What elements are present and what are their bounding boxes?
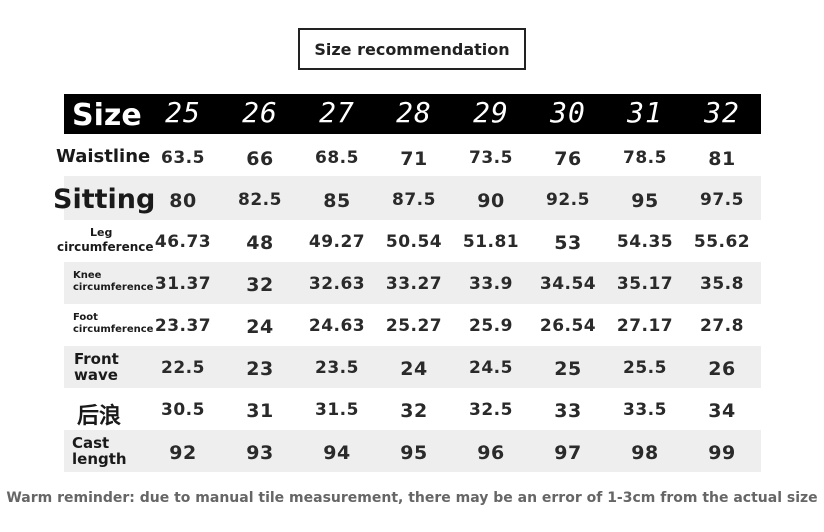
table-cell: 46.73: [154, 232, 212, 252]
table-cell: 80: [169, 190, 197, 212]
table-cell: 25.9: [469, 316, 513, 336]
table-cell: 33.9: [469, 274, 513, 294]
table-cell: 97: [554, 442, 582, 464]
table-cell: 23.37: [154, 316, 212, 336]
warm-reminder: Warm reminder: due to manual tile measur…: [6, 490, 818, 506]
row-label-back-wave: 后浪: [77, 403, 122, 429]
table-cell: 95: [400, 442, 428, 464]
table-cell: 30.5: [161, 400, 205, 420]
table-cell: 50.54: [385, 232, 443, 252]
size-26: 26: [242, 96, 278, 129]
table-cell: 35.8: [700, 274, 744, 294]
size-31: 31: [627, 96, 663, 129]
table-cell: 26.54: [539, 316, 597, 336]
table-cell: 68.5: [315, 148, 359, 168]
table-cell: 87.5: [392, 190, 436, 210]
table-cell: 33.5: [623, 400, 667, 420]
table-cell: 95: [631, 190, 659, 212]
table-cell: 49.27: [308, 232, 366, 252]
row-label-sitting: Sitting: [53, 184, 156, 215]
table-cell: 27.8: [700, 316, 744, 336]
row-bg-cast-length: [64, 430, 761, 472]
size-25: 25: [165, 96, 201, 129]
row-label-front-line2: wave: [74, 366, 118, 384]
size-29: 29: [473, 96, 509, 129]
table-cell: 32: [400, 400, 428, 422]
size-32: 32: [704, 96, 740, 129]
size-header-bar: [64, 94, 761, 134]
table-cell: 33: [554, 400, 582, 422]
size-header-label: Size: [72, 98, 142, 133]
table-cell: 34.54: [539, 274, 597, 294]
table-cell: 22.5: [161, 358, 205, 378]
table-cell: 66: [246, 148, 274, 170]
table-cell: 92.5: [546, 190, 590, 210]
table-cell: 32.63: [308, 274, 366, 294]
table-cell: 25: [554, 358, 582, 380]
table-cell: 71: [400, 148, 428, 170]
table-cell: 63.5: [161, 148, 205, 168]
table-cell: 90: [477, 190, 505, 212]
table-cell: 25.5: [623, 358, 667, 378]
table-cell: 31.37: [154, 274, 212, 294]
table-cell: 93: [246, 442, 274, 464]
row-bg-front-wave: [64, 346, 761, 388]
table-cell: 23.5: [315, 358, 359, 378]
size-27: 27: [319, 96, 355, 129]
row-label-waistline: Waistline: [56, 146, 151, 167]
table-cell: 33.27: [385, 274, 443, 294]
row-label-foot-line1: Foot: [73, 312, 98, 323]
row-label-leg-line2: circumference: [57, 240, 154, 254]
table-cell: 76: [554, 148, 582, 170]
table-cell: 23: [246, 358, 274, 380]
table-cell: 26: [708, 358, 736, 380]
table-cell: 94: [323, 442, 351, 464]
table-cell: 98: [631, 442, 659, 464]
table-cell: 24: [400, 358, 428, 380]
row-label-knee-line2: circumference: [73, 282, 154, 293]
row-label-foot-line2: circumference: [73, 324, 154, 335]
table-cell: 32.5: [469, 400, 513, 420]
row-label-knee-line1: Knee: [73, 270, 102, 281]
table-cell: 96: [477, 442, 505, 464]
table-cell: 35.17: [616, 274, 674, 294]
table-cell: 31.5: [315, 400, 359, 420]
row-bg-knee: [64, 262, 761, 304]
table-cell: 99: [708, 442, 736, 464]
size-30: 30: [550, 96, 586, 129]
table-cell: 85: [323, 190, 351, 212]
table-cell: 24.63: [308, 316, 366, 336]
table-cell: 27.17: [616, 316, 674, 336]
table-cell: 54.35: [616, 232, 674, 252]
page-title: Size recommendation: [298, 28, 526, 70]
table-cell: 24: [246, 316, 274, 338]
table-cell: 81: [708, 148, 736, 170]
table-cell: 24.5: [469, 358, 513, 378]
row-label-leg-line1: Leg: [90, 226, 113, 239]
table-cell: 25.27: [385, 316, 443, 336]
row-label-cast-line2: length: [72, 450, 127, 468]
table-cell: 92: [169, 442, 197, 464]
row-label-front-line1: Front: [74, 350, 119, 368]
table-cell: 82.5: [238, 190, 282, 210]
table-cell: 97.5: [700, 190, 744, 210]
size-28: 28: [396, 96, 432, 129]
table-cell: 31: [246, 400, 274, 422]
table-cell: 34: [708, 400, 736, 422]
table-cell: 78.5: [623, 148, 667, 168]
row-label-cast-line1: Cast: [72, 434, 110, 452]
table-cell: 51.81: [462, 232, 520, 252]
table-cell: 48: [246, 232, 274, 254]
table-cell: 55.62: [693, 232, 751, 252]
table-cell: 73.5: [469, 148, 513, 168]
table-cell: 53: [554, 232, 582, 254]
table-cell: 32: [246, 274, 274, 296]
row-bg-sitting: [64, 176, 761, 220]
